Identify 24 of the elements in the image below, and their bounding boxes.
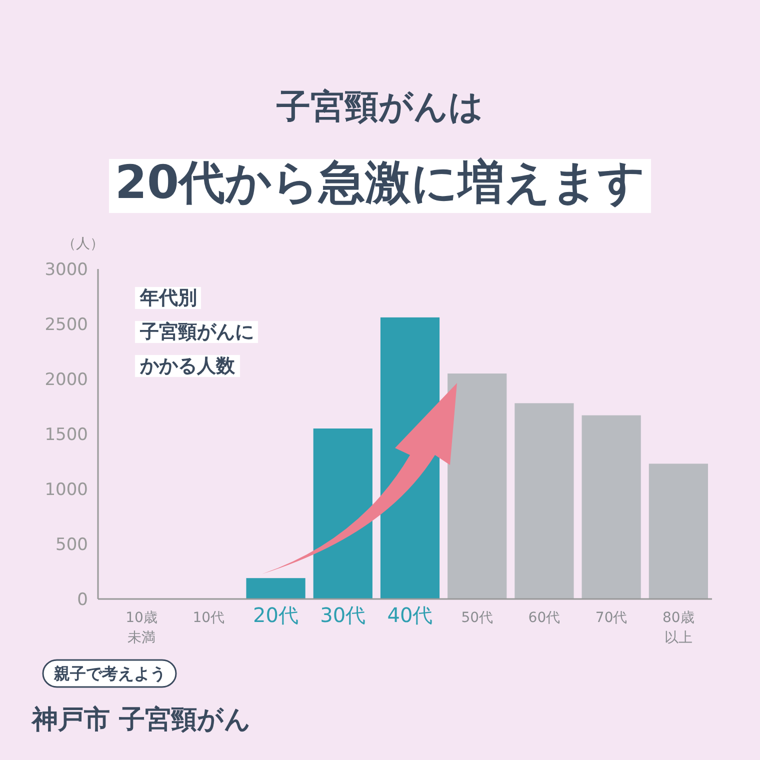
chart-subtitle: 20代から急激に増えます bbox=[114, 155, 646, 209]
y-tick-label: 2000 bbox=[44, 370, 88, 390]
annotation: かかる人数 bbox=[139, 355, 236, 377]
x-tick-label: 50代 bbox=[461, 610, 494, 626]
y-tick-label: 500 bbox=[56, 535, 88, 555]
x-tick-label: 80歳以上 bbox=[662, 610, 694, 646]
text: 親子で考えよう bbox=[53, 664, 166, 683]
y-tick-label: 3000 bbox=[44, 260, 88, 280]
x-tick-label: 10歳未満 bbox=[126, 610, 158, 646]
y-tick-label: 0 bbox=[77, 590, 88, 610]
chart-title: 子宮頸がんは bbox=[276, 87, 484, 127]
annotation: 年代別 bbox=[139, 287, 197, 309]
y-tick-label: 1000 bbox=[44, 480, 88, 500]
x-tick-label: 60代 bbox=[528, 610, 560, 626]
y-tick-label: 2500 bbox=[44, 315, 88, 335]
x-tick-label: 10代 bbox=[192, 610, 225, 626]
x-tick-label: 40代 bbox=[387, 603, 433, 627]
annotation: 子宮頸がんに bbox=[139, 321, 254, 343]
x-tick-label: 20代 bbox=[253, 603, 299, 627]
text: 神戸市 子宮頸がん bbox=[30, 705, 252, 735]
x-tick-label: 70代 bbox=[595, 610, 628, 626]
y-tick-label: 1500 bbox=[44, 425, 88, 445]
x-tick-label: 30代 bbox=[320, 603, 366, 627]
y-axis-title: （人） bbox=[62, 236, 104, 252]
